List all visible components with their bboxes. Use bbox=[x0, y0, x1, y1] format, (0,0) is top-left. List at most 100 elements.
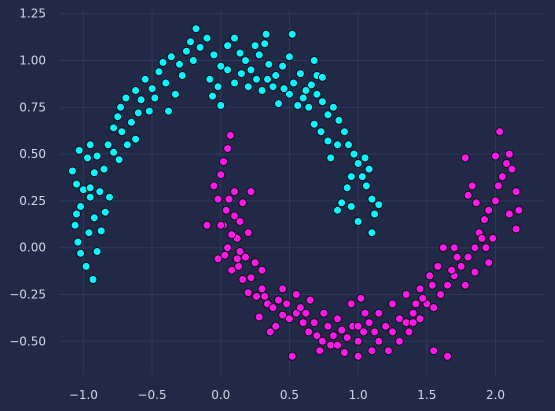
data-point bbox=[346, 299, 356, 309]
data-point bbox=[282, 299, 292, 309]
data-point bbox=[367, 346, 377, 356]
x-axis-ticks: −1.0 −0.5 0.0 0.5 1.0 1.5 2.0 bbox=[69, 388, 505, 402]
data-point bbox=[279, 84, 289, 94]
data-point bbox=[344, 140, 353, 150]
data-point bbox=[443, 280, 452, 290]
data-point bbox=[216, 170, 226, 180]
data-point bbox=[265, 327, 275, 337]
data-point bbox=[359, 327, 369, 337]
data-point bbox=[337, 325, 347, 335]
data-point bbox=[337, 198, 347, 208]
data-point bbox=[260, 291, 270, 301]
data-point bbox=[452, 252, 462, 262]
data-point bbox=[315, 346, 325, 356]
data-point bbox=[484, 258, 494, 268]
data-point bbox=[381, 321, 391, 331]
data-point bbox=[136, 95, 146, 105]
data-point bbox=[293, 101, 303, 110]
data-point bbox=[238, 198, 248, 208]
data-point bbox=[158, 57, 168, 67]
data-point bbox=[188, 56, 198, 65]
data-point bbox=[463, 252, 473, 262]
data-point bbox=[92, 151, 102, 161]
data-point bbox=[72, 179, 81, 189]
data-point bbox=[374, 336, 384, 346]
data-point bbox=[243, 288, 253, 298]
data-point bbox=[480, 215, 489, 225]
data-point bbox=[209, 181, 219, 191]
data-point bbox=[274, 295, 283, 305]
data-point bbox=[100, 207, 110, 217]
data-point bbox=[126, 117, 136, 127]
data-point bbox=[89, 213, 99, 223]
data-point bbox=[467, 181, 477, 191]
data-point bbox=[232, 254, 242, 264]
data-point bbox=[360, 308, 370, 318]
data-point bbox=[415, 284, 425, 294]
data-point bbox=[131, 134, 141, 144]
x-tick-label: 1.0 bbox=[349, 388, 368, 402]
data-point bbox=[223, 41, 233, 51]
data-point bbox=[511, 187, 521, 197]
data-point bbox=[252, 291, 261, 301]
data-point bbox=[295, 303, 305, 313]
data-point bbox=[481, 243, 491, 253]
data-point bbox=[260, 39, 270, 49]
data-point bbox=[271, 321, 281, 331]
data-point bbox=[284, 314, 294, 324]
x-tick-label: 2.0 bbox=[486, 388, 505, 402]
data-point bbox=[353, 351, 363, 361]
data-point bbox=[246, 187, 256, 197]
data-point bbox=[305, 295, 315, 305]
data-point bbox=[374, 200, 384, 210]
data-point bbox=[511, 224, 521, 234]
data-point bbox=[339, 127, 349, 137]
data-point bbox=[70, 220, 80, 230]
data-point bbox=[223, 65, 233, 75]
data-point bbox=[268, 82, 278, 92]
data-point bbox=[92, 247, 102, 256]
x-tick-label: 1.5 bbox=[417, 388, 436, 402]
data-point bbox=[263, 74, 272, 84]
data-point bbox=[360, 153, 370, 163]
data-point bbox=[109, 147, 119, 157]
data-point bbox=[96, 226, 106, 236]
data-point bbox=[353, 336, 363, 346]
y-axis-ticks: −0.50 −0.25 0.00 0.25 0.50 0.75 1.00 1.25 bbox=[9, 7, 46, 349]
data-point bbox=[328, 102, 338, 112]
data-point bbox=[306, 80, 316, 90]
data-point bbox=[213, 254, 223, 264]
data-point bbox=[140, 74, 150, 84]
data-point bbox=[122, 140, 132, 150]
data-point bbox=[121, 93, 131, 103]
data-point bbox=[257, 284, 267, 294]
data-point bbox=[504, 149, 514, 159]
data-point bbox=[252, 74, 261, 84]
data-point bbox=[333, 205, 342, 215]
data-point bbox=[250, 41, 260, 51]
data-point bbox=[131, 86, 141, 95]
series-2 bbox=[202, 127, 524, 361]
data-point bbox=[298, 93, 308, 103]
data-point bbox=[502, 159, 511, 168]
data-point bbox=[284, 52, 294, 62]
data-point bbox=[202, 220, 212, 230]
data-point bbox=[166, 52, 176, 62]
data-point bbox=[274, 99, 283, 109]
data-point bbox=[223, 144, 233, 153]
data-point bbox=[507, 164, 517, 174]
data-point bbox=[367, 228, 377, 238]
data-point bbox=[404, 327, 414, 337]
data-point bbox=[213, 194, 223, 204]
y-tick-label: 1.00 bbox=[19, 54, 46, 68]
data-point bbox=[230, 33, 239, 43]
data-point bbox=[264, 59, 274, 69]
data-point bbox=[246, 65, 256, 75]
data-point bbox=[514, 205, 524, 215]
data-point bbox=[443, 351, 452, 361]
data-point bbox=[408, 308, 418, 318]
data-point bbox=[463, 190, 473, 200]
data-point bbox=[95, 187, 105, 197]
data-point bbox=[170, 89, 180, 99]
